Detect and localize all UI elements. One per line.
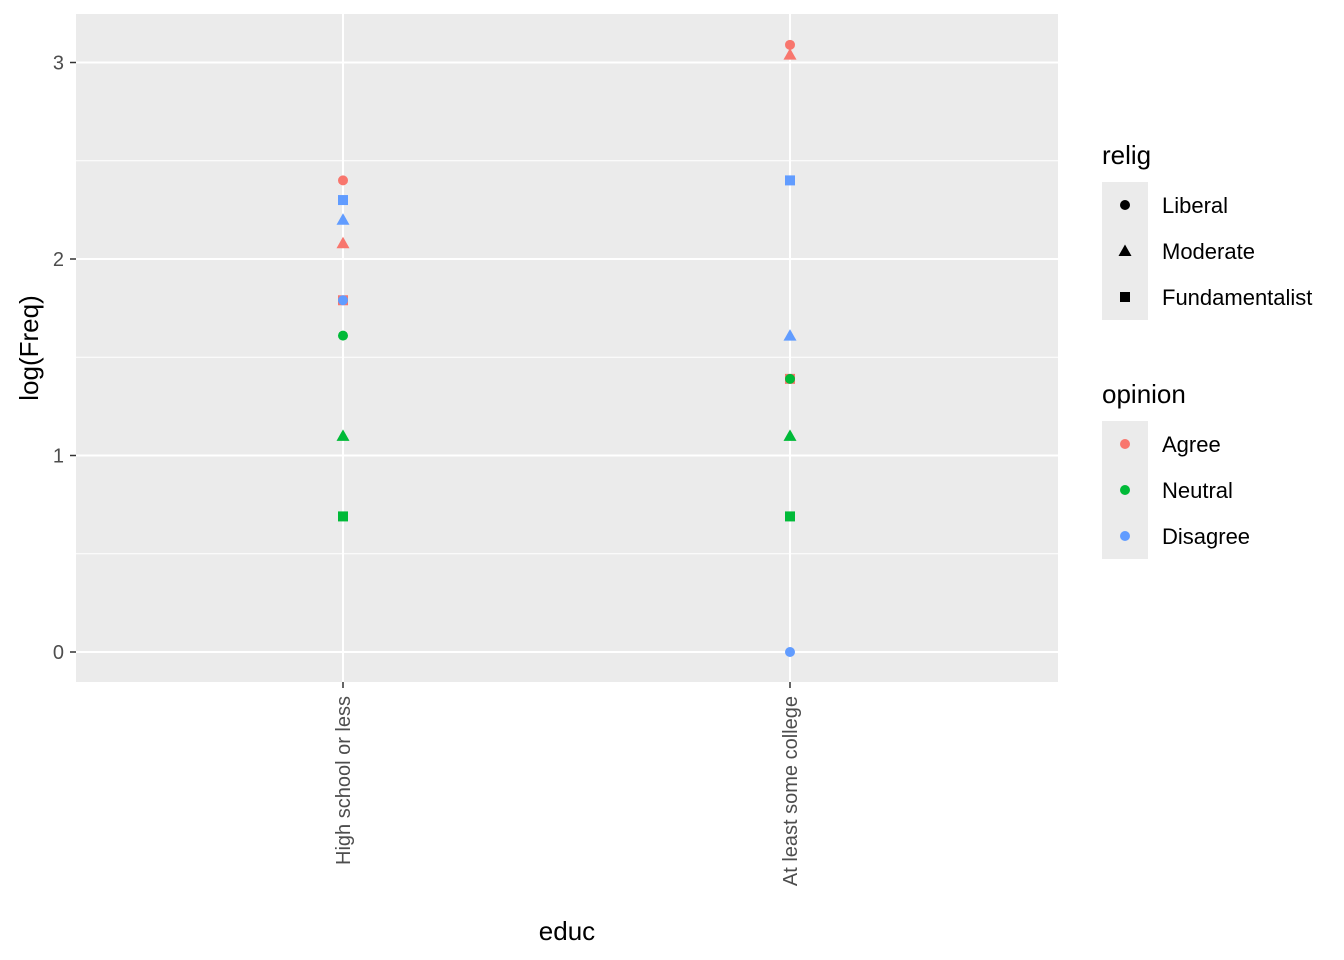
legend-label: Fundamentalist — [1162, 285, 1312, 310]
x-axis-title: educ — [539, 916, 595, 946]
data-point — [785, 511, 795, 522]
legend-title-opinion: opinion — [1102, 379, 1186, 409]
data-point — [338, 175, 348, 186]
legend-key-circle-icon — [1120, 200, 1130, 210]
legend-label: Agree — [1162, 432, 1221, 457]
legend-label: Neutral — [1162, 478, 1233, 503]
data-point — [783, 429, 797, 441]
data-point — [783, 48, 797, 60]
data-point — [785, 39, 795, 50]
legend-label: Liberal — [1162, 193, 1228, 218]
data-point — [336, 236, 350, 249]
legend-key-color-icon — [1120, 531, 1130, 541]
legend-label: Moderate — [1162, 239, 1255, 264]
y-axis-title: log(Freq) — [14, 295, 44, 400]
data-point — [338, 295, 348, 306]
data-point — [338, 195, 348, 206]
legend-key-color-icon — [1120, 439, 1130, 449]
data-point — [336, 429, 350, 441]
y-tick-label: 2 — [53, 249, 64, 271]
data-point — [336, 213, 350, 225]
legend-relig: relig Liberal Moderate Fundamentalist — [1102, 140, 1312, 320]
legend-opinion: opinion Agree Neutral Disagree — [1102, 379, 1250, 559]
y-tick-label: 1 — [53, 446, 64, 468]
y-axis: 0 1 2 3 — [53, 53, 76, 664]
data-point — [785, 373, 795, 384]
data-points — [336, 39, 797, 657]
x-tick-label: High school or less — [333, 696, 355, 865]
data-point — [338, 330, 348, 341]
gridlines — [76, 14, 1058, 682]
panel-background — [76, 14, 1058, 682]
legend-key-triangle-icon — [1118, 244, 1132, 256]
y-tick-label: 3 — [53, 53, 64, 75]
data-point — [783, 329, 797, 341]
data-point — [338, 511, 348, 522]
x-axis: High school or less At least some college — [333, 682, 802, 886]
legend-title-relig: relig — [1102, 140, 1151, 170]
legend-key-square-icon — [1120, 292, 1130, 302]
data-point — [785, 175, 795, 186]
legend-label: Disagree — [1162, 524, 1250, 549]
data-point — [785, 647, 795, 657]
x-tick-label: At least some college — [780, 696, 802, 886]
legend-key-color-icon — [1120, 485, 1130, 495]
y-tick-label: 0 — [53, 642, 64, 664]
